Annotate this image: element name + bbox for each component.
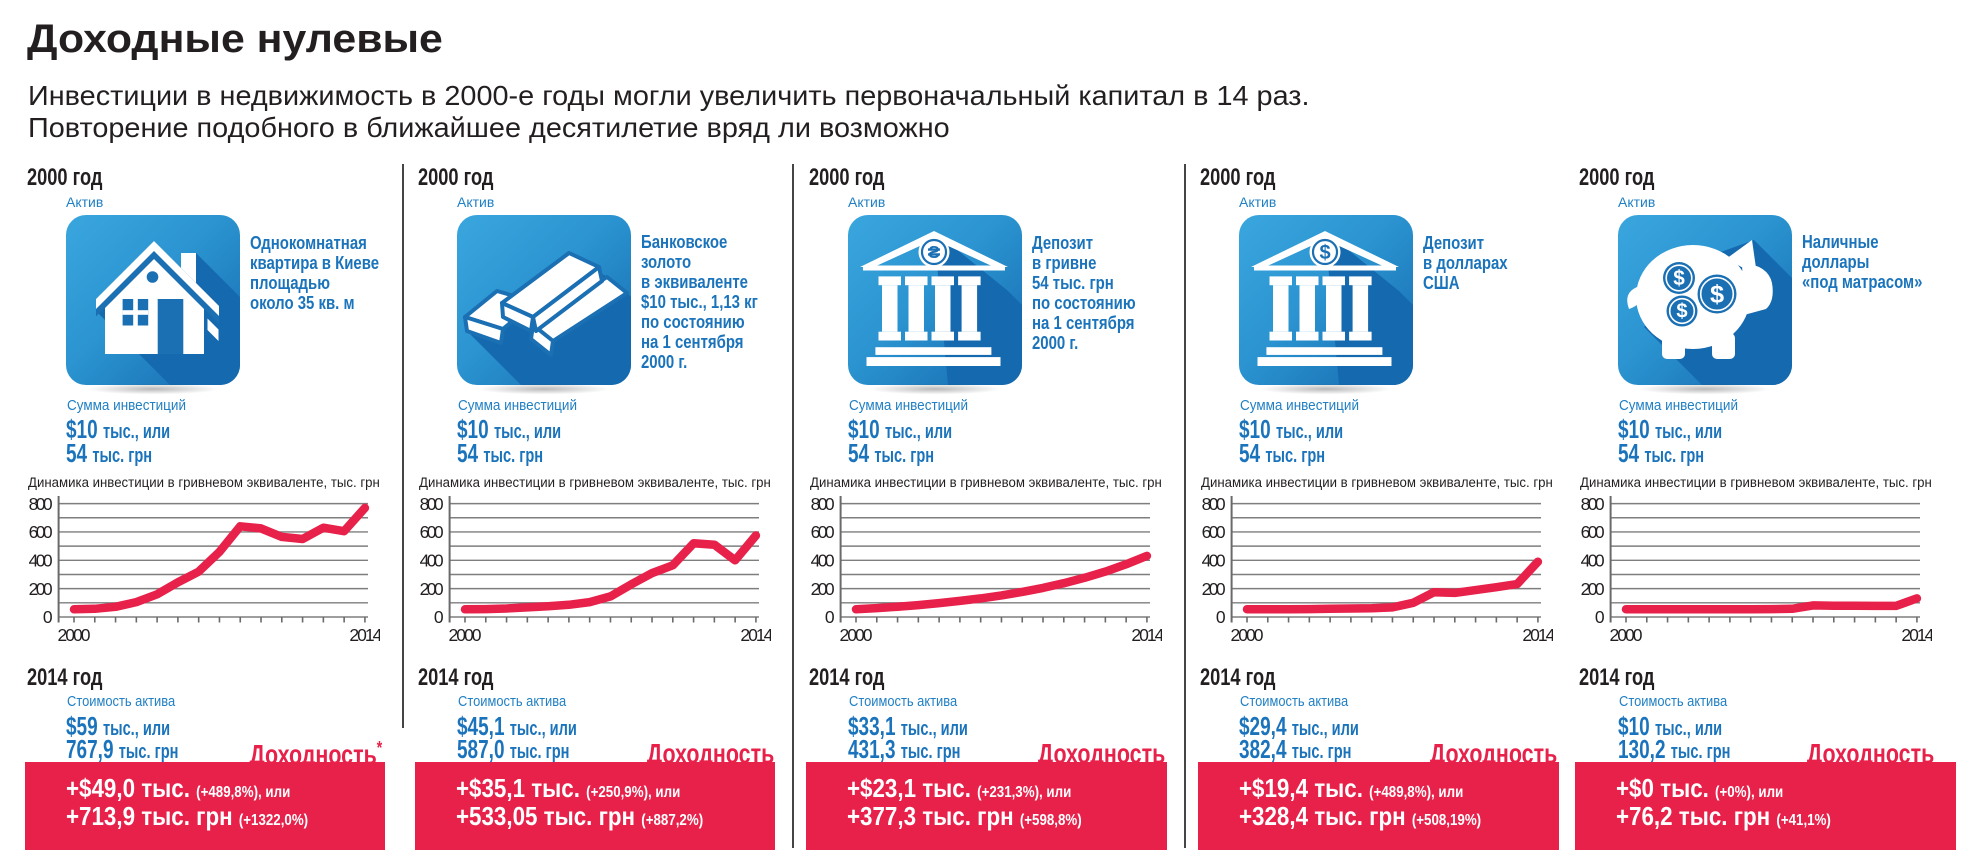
svg-text:200: 200 — [1581, 579, 1605, 599]
svg-text:0: 0 — [434, 607, 444, 627]
svg-text:2000: 2000 — [1231, 625, 1264, 645]
svg-text:800: 800 — [1581, 494, 1605, 514]
svg-text:400: 400 — [29, 551, 53, 571]
svg-text:600: 600 — [29, 522, 53, 542]
svg-text:$: $ — [1710, 281, 1724, 309]
svg-text:2014: 2014 — [1901, 625, 1932, 645]
svg-text:2014: 2014 — [740, 625, 771, 645]
svg-text:$: $ — [1319, 242, 1330, 264]
svg-text:$: $ — [1676, 301, 1687, 323]
svg-text:800: 800 — [1202, 494, 1226, 514]
svg-text:0: 0 — [1216, 607, 1226, 627]
svg-text:2000: 2000 — [840, 625, 873, 645]
svg-text:400: 400 — [420, 551, 444, 571]
svg-text:2014: 2014 — [1522, 625, 1553, 645]
svg-text:600: 600 — [811, 522, 835, 542]
svg-text:800: 800 — [420, 494, 444, 514]
svg-text:600: 600 — [420, 522, 444, 542]
svg-text:200: 200 — [1202, 579, 1226, 599]
svg-text:2014: 2014 — [349, 625, 380, 645]
svg-text:0: 0 — [825, 607, 835, 627]
svg-text:0: 0 — [43, 607, 53, 627]
svg-text:400: 400 — [1202, 551, 1226, 571]
svg-text:0: 0 — [1595, 607, 1605, 627]
svg-text:$: $ — [1673, 267, 1685, 290]
svg-text:2000: 2000 — [449, 625, 482, 645]
svg-text:400: 400 — [1581, 551, 1605, 571]
svg-text:200: 200 — [420, 579, 444, 599]
svg-text:600: 600 — [1581, 522, 1605, 542]
svg-text:600: 600 — [1202, 522, 1226, 542]
svg-text:2000: 2000 — [1610, 625, 1643, 645]
svg-text:2014: 2014 — [1131, 625, 1162, 645]
svg-text:2000: 2000 — [58, 625, 91, 645]
svg-text:800: 800 — [29, 494, 53, 514]
svg-text:S: S — [928, 242, 940, 262]
svg-text:400: 400 — [811, 551, 835, 571]
svg-text:200: 200 — [29, 579, 53, 599]
svg-text:200: 200 — [811, 579, 835, 599]
svg-text:800: 800 — [811, 494, 835, 514]
